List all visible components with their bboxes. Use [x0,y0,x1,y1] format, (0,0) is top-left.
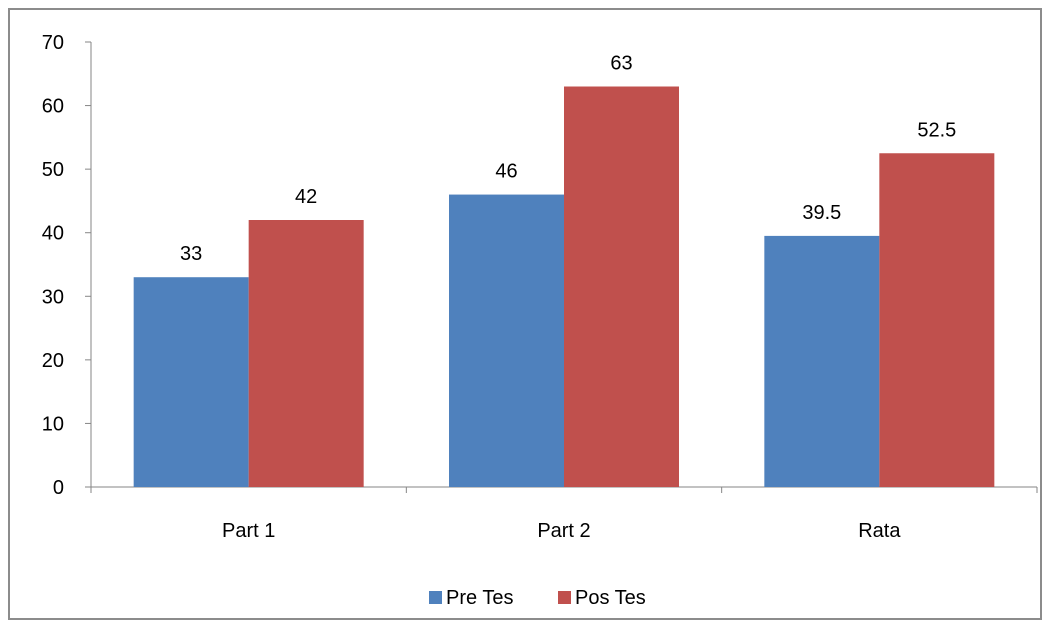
bar-pos-tes [879,153,995,487]
bar-pos-tes [248,220,364,487]
y-tick-label: 70 [42,32,64,54]
y-tick-label: 50 [42,159,64,181]
data-label: 33 [180,243,202,265]
y-tick-label: 0 [53,477,64,499]
y-tick-label: 20 [42,350,64,372]
legend: Pre Tes Pos Tes [429,587,646,609]
legend-label: Pos Tes [575,587,646,609]
bar-pre-tes [764,235,880,487]
data-label: 63 [610,53,632,75]
bar-pos-tes [564,86,679,487]
data-labels: 33 42 46 63 39.5 52.5 [180,53,956,266]
bar-series [133,86,995,488]
data-label: 52.5 [917,119,956,141]
y-tick-label: 30 [42,286,64,308]
legend-swatch [558,591,571,604]
legend-swatch [429,591,442,604]
legend-label: Pre Tes [446,587,513,609]
y-tick-label: 10 [42,413,64,435]
x-axis-ticks: Part 1 Part 2 Rata [90,487,1038,542]
data-label: 46 [495,161,517,183]
y-axis-ticks: 0 10 20 30 40 50 60 70 [42,32,91,499]
data-label: 42 [295,186,317,208]
bar-pre-tes [449,194,564,488]
x-tick-label: Part 1 [222,520,275,542]
x-tick-label: Part 2 [537,520,590,542]
x-tick-label: Rata [858,520,901,542]
y-tick-label: 60 [42,96,64,118]
bar-pre-tes [133,277,249,487]
data-label: 39.5 [802,202,841,224]
y-tick-label: 40 [42,223,64,245]
